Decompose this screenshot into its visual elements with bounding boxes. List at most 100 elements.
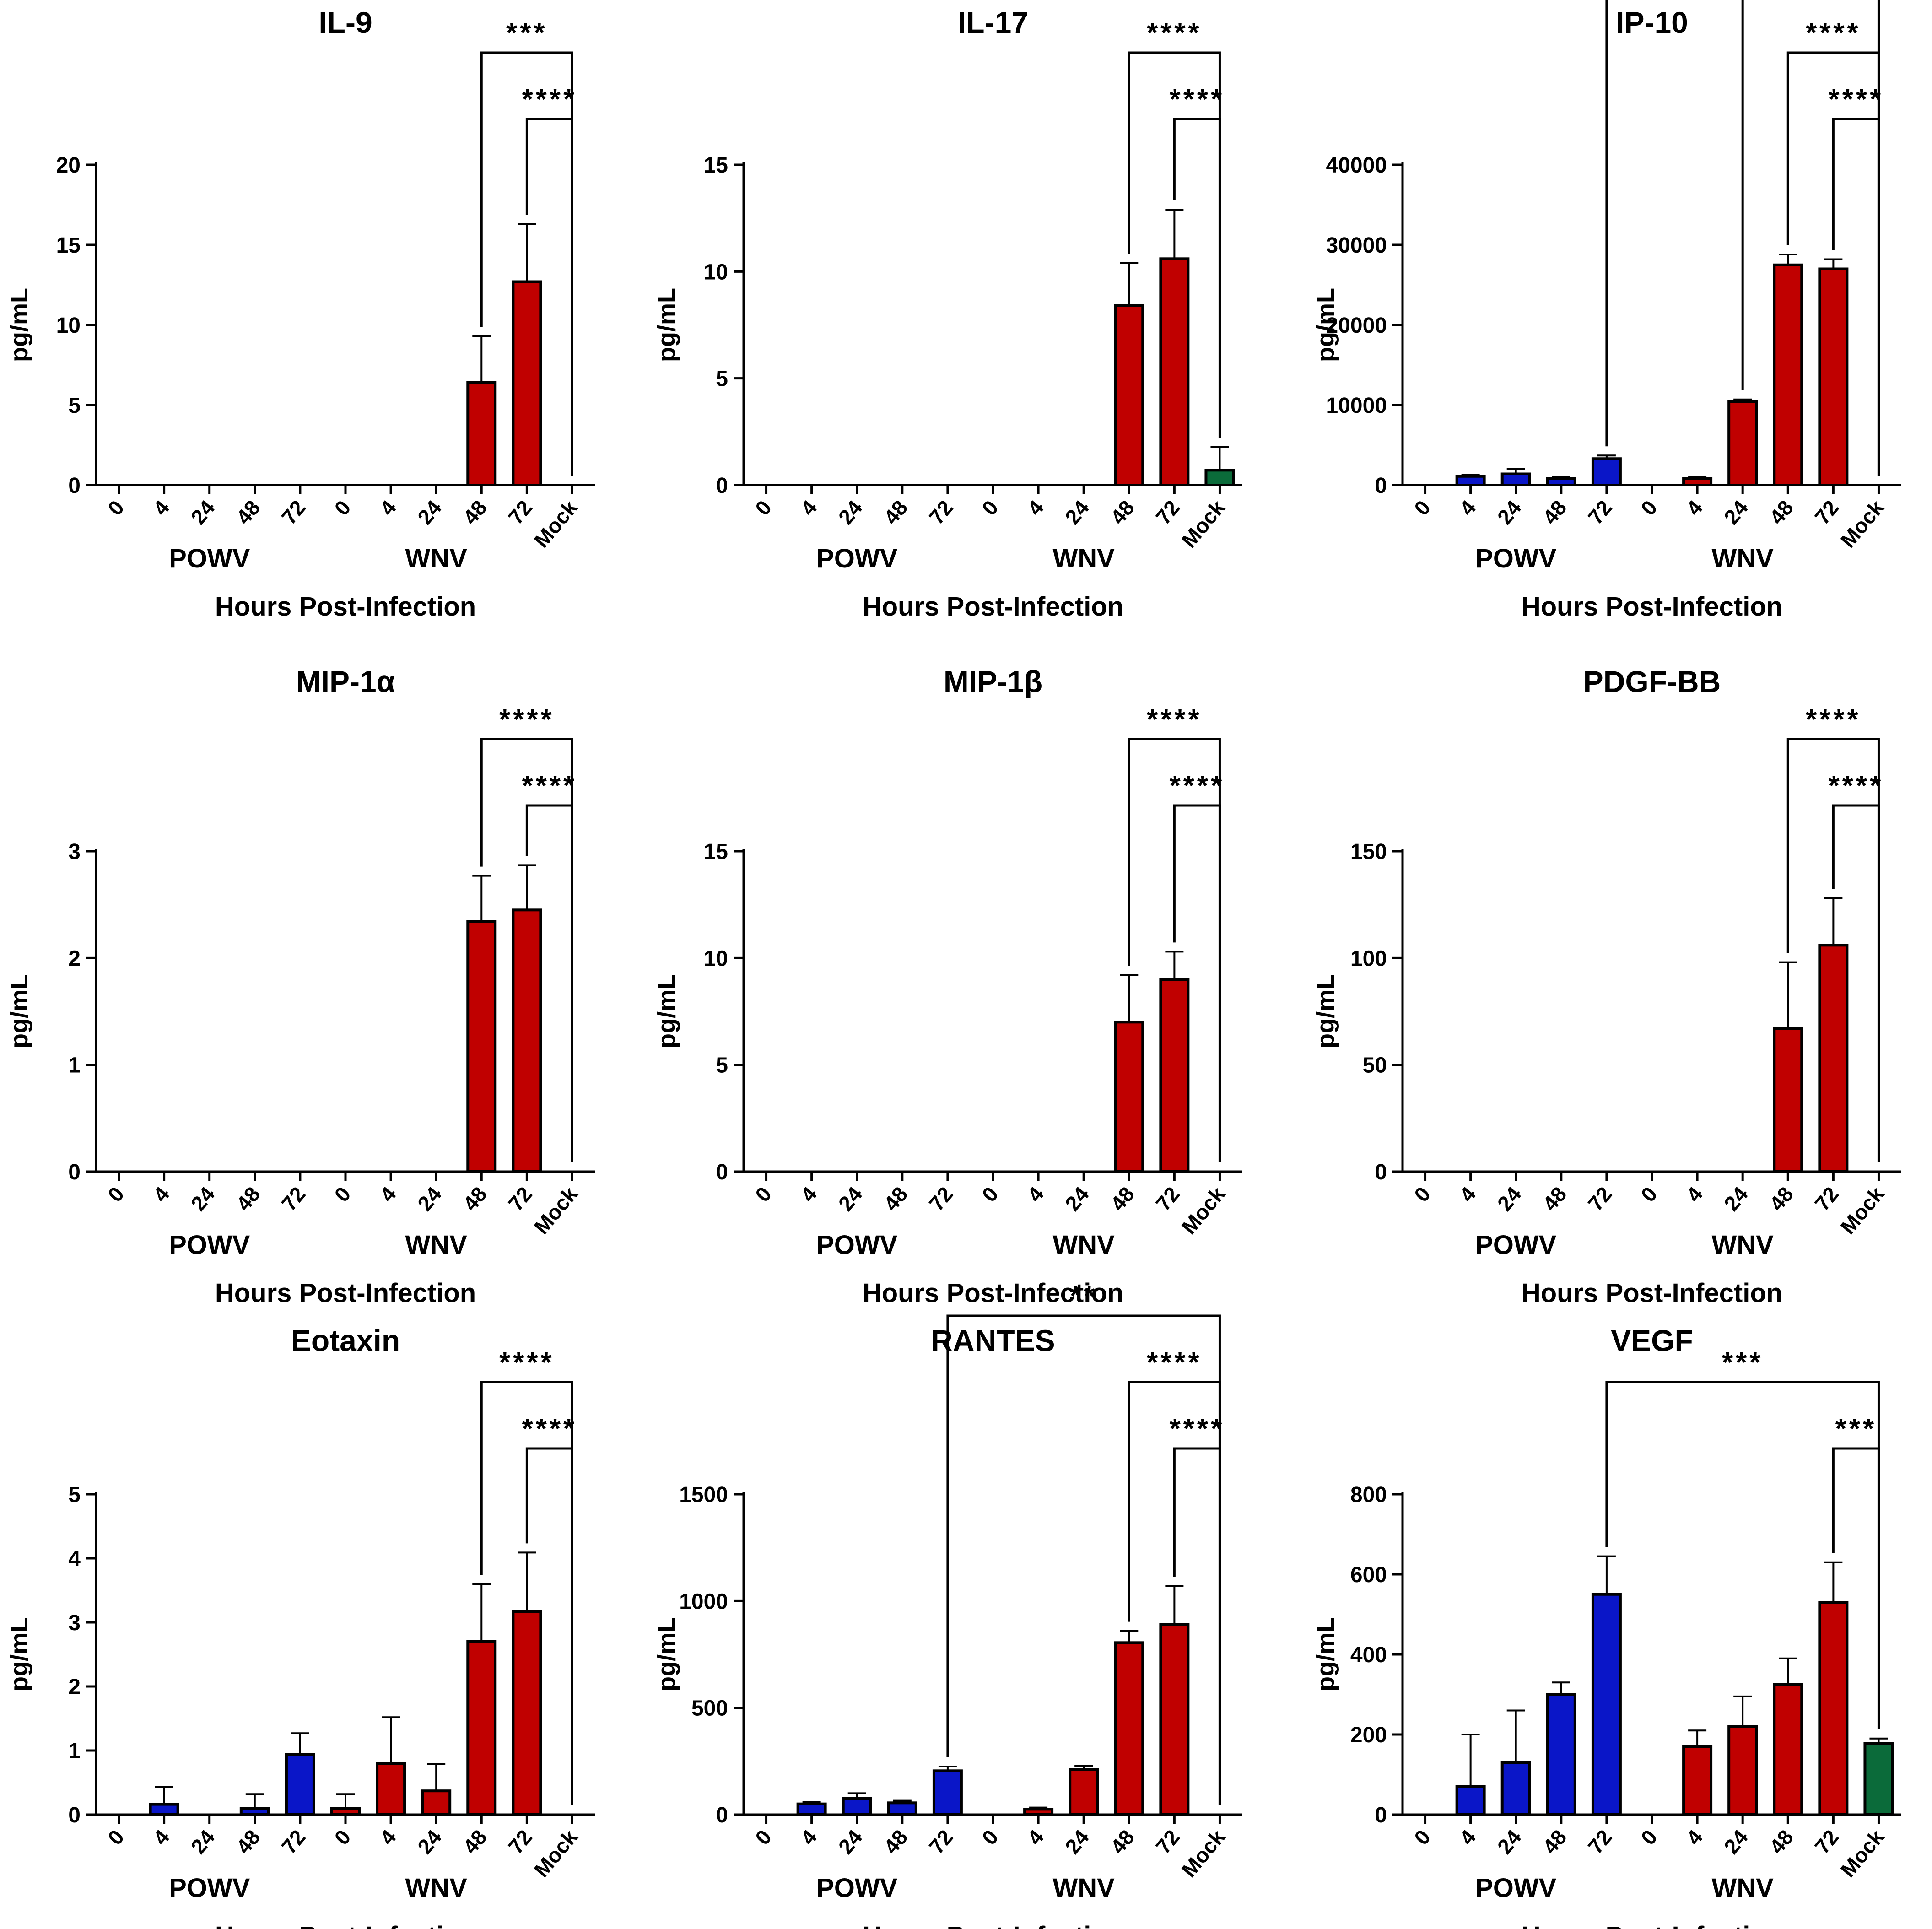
significance-label: **** — [499, 1347, 555, 1378]
x-tick-label: 0 — [103, 496, 129, 520]
y-tick-label: 50 — [1363, 1054, 1387, 1078]
y-axis-label: pg/mL — [5, 288, 33, 362]
y-tick-label: 0 — [716, 1160, 728, 1184]
x-tick-label: 72 — [1151, 1825, 1184, 1859]
x-tick-label: 24 — [1493, 1182, 1526, 1216]
y-tick-label: 5 — [68, 394, 81, 418]
x-tick-label: Mock — [1177, 1825, 1230, 1882]
bar — [239, 1807, 270, 1816]
significance-bracket — [1832, 1447, 1880, 1729]
y-tick-label: 600 — [1350, 1563, 1387, 1587]
group-label-powv: POWV — [169, 544, 250, 573]
bar — [1159, 1623, 1190, 1816]
x-tick-label: 0 — [1409, 1825, 1435, 1849]
bar — [512, 280, 542, 486]
significance-label: ** — [1070, 1281, 1097, 1312]
x-tick-label: 4 — [1681, 1182, 1707, 1206]
group-label-powv: POWV — [816, 544, 898, 573]
y-tick-label: 200 — [1350, 1723, 1387, 1747]
bar — [1500, 1761, 1531, 1816]
bar — [1023, 1808, 1054, 1816]
bar — [1546, 1693, 1576, 1816]
bar — [1773, 1683, 1803, 1816]
significance-label: *** — [1835, 1413, 1877, 1445]
x-tick-label: 48 — [232, 1825, 265, 1859]
x-tick-label: 24 — [1719, 1182, 1753, 1216]
x-tick-label: 4 — [796, 1825, 822, 1849]
y-tick-label: 15 — [56, 233, 81, 258]
significance-label: *** — [506, 17, 547, 49]
x-tick-label: 4 — [1455, 1182, 1481, 1206]
x-tick-label: 4 — [148, 496, 174, 520]
significance-bracket — [1173, 804, 1221, 1162]
x-tick-label: Mock — [529, 1825, 583, 1882]
y-tick-label: 800 — [1350, 1483, 1387, 1507]
x-tick-label: 72 — [277, 1825, 310, 1859]
bar — [842, 1797, 872, 1816]
x-axis-label: Hours Post-Infection — [863, 1278, 1123, 1308]
bar — [1773, 263, 1803, 486]
x-tick-label: 0 — [103, 1825, 129, 1849]
y-tick-label: 0 — [68, 474, 81, 498]
x-tick-label: 72 — [503, 1182, 537, 1216]
group-label-wnv: WNV — [405, 1230, 468, 1260]
x-tick-label: 4 — [1022, 1825, 1048, 1849]
significance-label: **** — [1170, 1413, 1225, 1445]
bar — [466, 920, 497, 1173]
group-label-wnv: WNV — [1053, 544, 1115, 573]
x-tick-label: Mock — [1177, 496, 1230, 552]
x-tick-label: 72 — [1583, 1825, 1617, 1859]
y-tick-label: 0 — [68, 1160, 81, 1184]
y-tick-label: 10 — [704, 946, 728, 971]
x-tick-label: 4 — [148, 1825, 174, 1849]
significance-label: **** — [522, 770, 577, 802]
x-tick-label: 72 — [924, 496, 958, 529]
bar — [466, 1640, 497, 1816]
bar — [1818, 1601, 1849, 1816]
x-tick-label: Mock — [1836, 1182, 1889, 1239]
chart-title: Eotaxin — [291, 1324, 400, 1357]
bar — [1500, 472, 1531, 486]
significance-bracket — [1173, 118, 1221, 438]
x-tick-label: 72 — [1151, 496, 1184, 529]
x-tick-label: 48 — [879, 1825, 912, 1859]
y-tick-label: 500 — [691, 1697, 728, 1721]
x-tick-label: 0 — [977, 1182, 1003, 1206]
significance-bracket — [525, 1447, 573, 1805]
bar — [796, 1802, 827, 1816]
y-axis-label: pg/mL — [5, 1617, 33, 1691]
significance-label: **** — [1806, 704, 1861, 735]
y-tick-label: 2 — [68, 1675, 81, 1699]
chart-title: IL-9 — [318, 5, 372, 39]
y-tick-label: 30000 — [1326, 233, 1387, 258]
y-axis-label: pg/mL — [653, 974, 680, 1048]
x-tick-label: 24 — [186, 1825, 220, 1859]
y-tick-label: 5 — [68, 1483, 81, 1507]
x-tick-label: 0 — [329, 1825, 355, 1849]
bar — [1455, 475, 1486, 486]
bar — [330, 1807, 361, 1816]
x-tick-label: 72 — [1151, 1182, 1184, 1216]
y-tick-label: 0 — [716, 474, 728, 498]
chart-title: IP-10 — [1616, 5, 1688, 39]
x-axis-label: Hours Post-Infection — [215, 1921, 476, 1929]
significance-label: **** — [1147, 17, 1202, 49]
x-tick-label: 24 — [834, 496, 867, 529]
bar — [1727, 400, 1758, 486]
significance-label: **** — [1147, 704, 1202, 735]
y-axis-label: pg/mL — [653, 288, 680, 362]
x-tick-label: 0 — [750, 496, 776, 520]
x-tick-label: 4 — [1022, 1182, 1048, 1206]
y-tick-label: 5 — [716, 1054, 728, 1078]
x-tick-label: 24 — [186, 1182, 220, 1216]
x-tick-label: 48 — [1538, 1182, 1571, 1216]
bar — [149, 1803, 179, 1816]
x-tick-label: 72 — [1810, 1182, 1843, 1216]
significance-label: **** — [1170, 770, 1225, 802]
x-tick-label: Mock — [1836, 1825, 1889, 1882]
y-tick-label: 10 — [56, 313, 81, 338]
x-axis-label: Hours Post-Infection — [1522, 1921, 1782, 1929]
